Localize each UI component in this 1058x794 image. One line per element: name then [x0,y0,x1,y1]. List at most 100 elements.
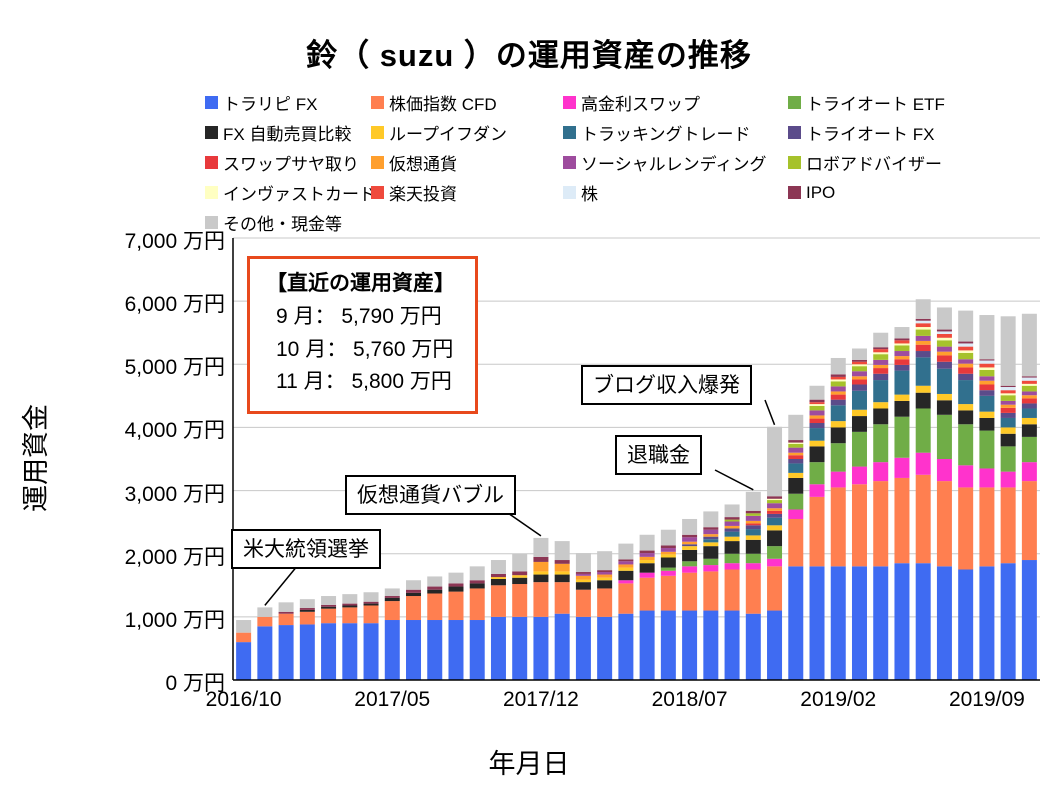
bar-segment [703,565,719,572]
bar-segment [597,577,613,581]
bar-segment [767,498,783,501]
bar-segment [1000,404,1016,408]
legend-item: 楽天投資 [371,180,563,205]
bar-segment [1021,380,1037,384]
bar-segment [724,563,740,570]
bar-segment [1021,436,1037,463]
legend-swatch-icon [205,216,218,229]
bar-segment [533,537,549,557]
bar-segment [873,349,889,353]
x-tick-label: 2016/10 [205,688,282,711]
bar-segment [299,609,315,612]
bar-segment [979,315,995,360]
bar-segment [703,542,719,547]
bar-segment [851,390,867,410]
legend-swatch-icon [205,156,218,169]
bar-segment [682,546,698,550]
bar-segment [1021,385,1037,392]
bar-segment [936,333,952,338]
bar-segment [597,616,613,680]
bar-segment [915,452,931,475]
bar-segment [873,364,889,369]
y-tick-label: 3,000 万円 [124,482,225,506]
x-tick-label: 2017/12 [502,688,579,711]
bar-segment [618,543,634,560]
bar-segment [979,360,995,364]
bar-segment [979,384,995,391]
legend-item: ロボアドバイザー [788,150,945,175]
bar-segment [724,525,740,529]
legend-item: 高金利スワップ [563,90,788,115]
bar-segment [469,588,485,621]
bar-segment [639,534,655,551]
chart-title: 鈴（ suzu ）の運用資産の推移 [306,38,752,73]
legend-label: トライオート ETF [806,95,945,114]
bar-segment [618,613,634,680]
bar-segment [682,561,698,567]
bar-segment [321,608,337,624]
bar-segment [767,426,783,497]
bar-segment [809,496,825,567]
bar-segment [724,536,740,542]
bar-segment [958,346,974,351]
bar-segment [915,329,931,336]
bar-segment [979,390,995,396]
callout-blog-income: ブログ収入爆発 [581,365,752,405]
bar-segment [597,574,613,578]
bar-segment [703,571,719,611]
bar-segment [724,521,740,526]
bar-segment [512,575,528,578]
legend-swatch-icon [563,156,576,169]
bar-segment [703,539,719,543]
bar-segment [278,602,294,612]
bar-segment [830,376,846,380]
bar-segment [299,599,315,609]
bar-segment [682,566,698,573]
bar-segment [958,424,974,466]
bar-segment [979,487,995,567]
bar-segment [490,578,506,586]
legend-item: その他・現金等 [205,210,371,235]
bar-segment [915,563,931,680]
callout-line [264,564,299,606]
bar-segment [363,605,379,624]
bar-segment [554,541,570,561]
bar-segment [851,566,867,680]
bar-segment [745,529,761,536]
bar-segment [851,366,867,372]
bar-segment [639,572,655,578]
bar-segment [936,566,952,680]
legend-swatch-icon [563,96,576,109]
bar-segment [469,583,485,589]
bar-segment [321,623,337,680]
bar-segment [1000,400,1016,405]
bar-segment [533,571,549,575]
bar-segment [745,525,761,530]
bar-segment [384,601,400,621]
legend-label: ループイフダン [389,125,507,144]
bar-segment [1021,376,1037,378]
bar-segment [851,484,867,567]
bar-segment [936,340,952,347]
bar-segment [979,468,995,488]
bar-segment [724,569,740,611]
bar-segment [597,570,613,573]
bar-segment [342,594,358,604]
bar-segment [830,391,846,395]
bar-segment [788,509,804,519]
bar-segment [788,442,804,444]
legend-swatch-icon [371,126,384,139]
bar-segment [427,589,443,594]
bar-segment [830,379,846,382]
bar-segment [936,481,952,567]
bar-segment [618,570,634,581]
legend-item: 株 [563,180,788,205]
recent-assets-title: 【直近の運用資産】 [266,272,455,295]
bar-segment [809,484,825,497]
bar-segment [936,400,952,415]
bar-segment [873,373,889,381]
bar-segment [958,359,974,364]
bar-segment [979,380,995,385]
bar-segment [894,400,910,417]
bar-segment [915,335,931,341]
